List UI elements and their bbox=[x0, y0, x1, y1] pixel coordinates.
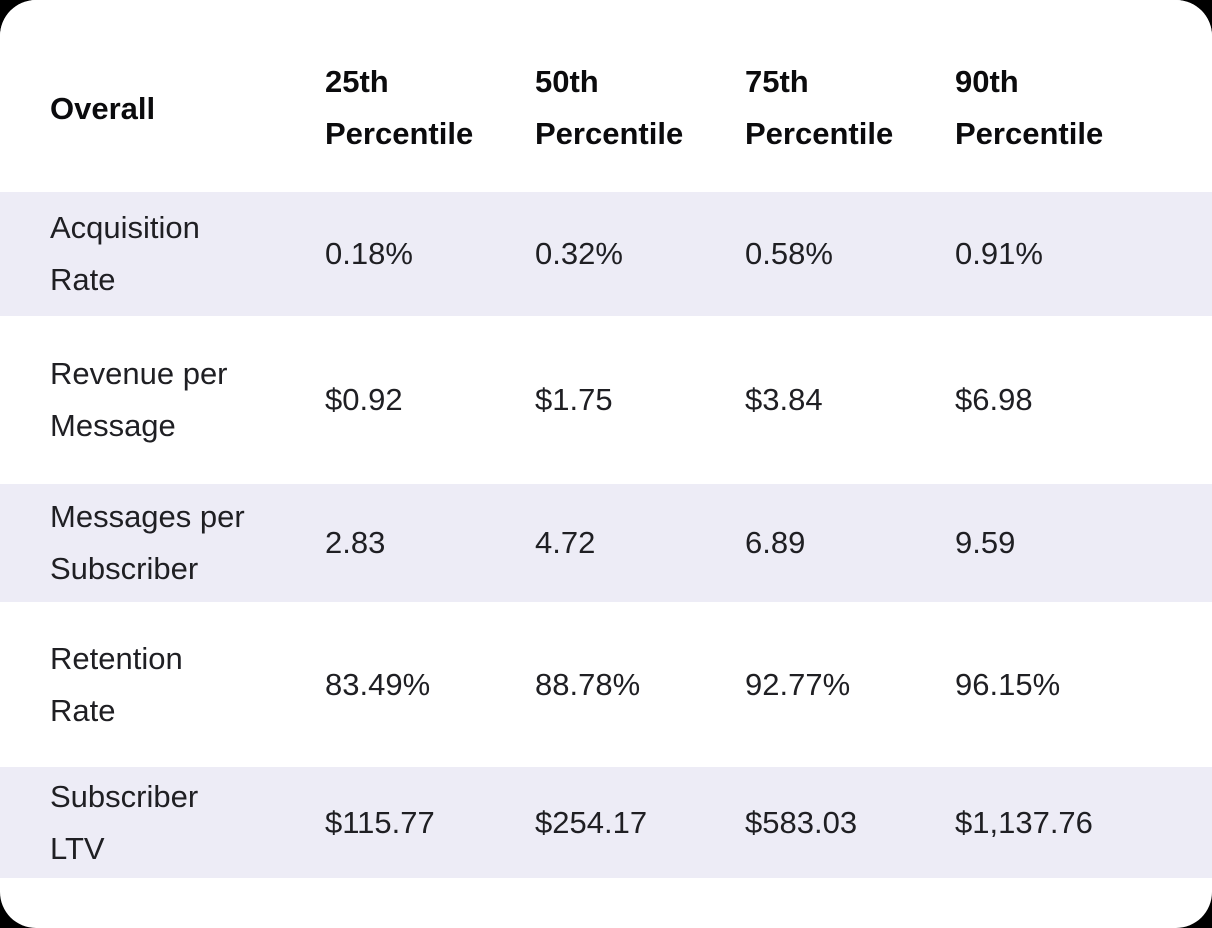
cell-value: 92.77% bbox=[745, 666, 851, 702]
cell-value: 0.18% bbox=[325, 236, 413, 271]
row-label: Retention Rate bbox=[50, 640, 183, 728]
cell-value: 83.49% bbox=[325, 666, 431, 702]
table-row-acquisition-rate: Acquisition Rate 0.18% 0.32% 0.58% 0.91% bbox=[0, 192, 1212, 316]
column-header-label: 25th Percentile bbox=[325, 64, 474, 151]
cell-value: 4.72 bbox=[535, 525, 596, 560]
cell-value: 6.89 bbox=[745, 525, 806, 560]
column-header-label: 90th Percentile bbox=[955, 64, 1104, 151]
cell-value: $6.98 bbox=[955, 382, 1033, 417]
table-row-revenue-per-message: Revenue per Message $0.92 $1.75 $3.84 $6… bbox=[0, 316, 1212, 484]
cell-value: 9.59 bbox=[955, 525, 1016, 560]
row-label: Messages per Subscriber bbox=[50, 499, 245, 586]
column-header-90th: 90th Percentile bbox=[955, 0, 1212, 192]
cell-value: $3.84 bbox=[745, 382, 823, 417]
table-row-retention-rate: Retention Rate 83.49% 88.78% 92.77% 96.1… bbox=[0, 602, 1212, 767]
cell-value: $115.77 bbox=[325, 804, 435, 840]
cell-value: 2.83 bbox=[325, 525, 386, 560]
column-header-label: 50th Percentile bbox=[535, 64, 684, 151]
row-label: Revenue per Message bbox=[50, 356, 228, 443]
cell-value: $583.03 bbox=[745, 804, 858, 840]
cell-value: 0.32% bbox=[535, 236, 623, 271]
header-row: Overall 25th Percentile 50th Percentile … bbox=[0, 0, 1212, 192]
table-row-subscriber-ltv: Subscriber LTV $115.77 $254.17 $583.03 $… bbox=[0, 767, 1212, 878]
table-row-messages-per-subscriber: Messages per Subscriber 2.83 4.72 6.89 9… bbox=[0, 484, 1212, 602]
column-header-label: 75th Percentile bbox=[745, 64, 894, 151]
cell-value: 96.15% bbox=[955, 666, 1061, 702]
cell-value: $1.75 bbox=[535, 382, 613, 417]
column-header-75th: 75th Percentile bbox=[745, 0, 955, 192]
row-label: Subscriber LTV bbox=[50, 778, 199, 866]
column-header-50th: 50th Percentile bbox=[535, 0, 745, 192]
column-header-25th: 25th Percentile bbox=[325, 0, 535, 192]
cell-value: $0.92 bbox=[325, 382, 403, 417]
cell-value: 88.78% bbox=[535, 666, 641, 702]
percentile-table: Overall 25th Percentile 50th Percentile … bbox=[0, 0, 1212, 878]
corner-header: Overall bbox=[0, 0, 325, 192]
cell-value: $254.17 bbox=[535, 804, 648, 840]
row-label: Acquisition Rate bbox=[50, 210, 200, 297]
cell-value: 0.58% bbox=[745, 236, 833, 271]
corner-header-label: Overall bbox=[50, 90, 156, 126]
cell-value: 0.91% bbox=[955, 236, 1043, 271]
cell-value: $1,137.76 bbox=[955, 804, 1093, 840]
